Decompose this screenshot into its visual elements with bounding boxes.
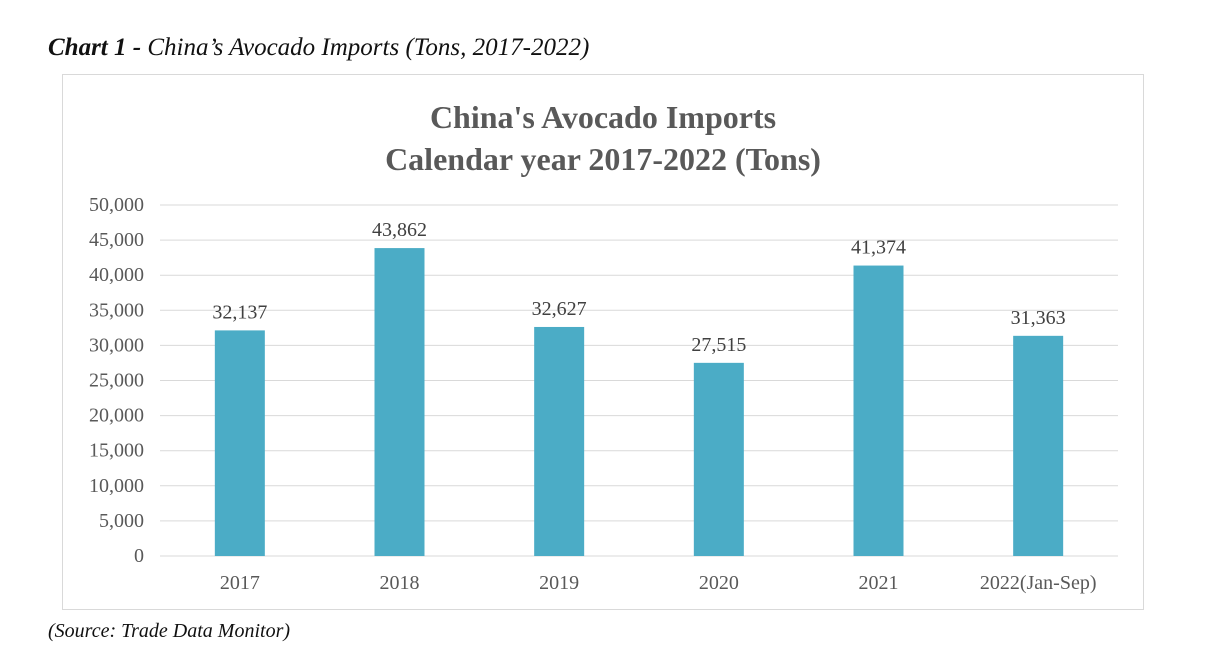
x-tick-label: 2020 (699, 572, 739, 594)
chart-frame: China's Avocado Imports Calendar year 20… (62, 74, 1144, 610)
bar (374, 248, 425, 557)
chart-title-line-1: China's Avocado Imports (429, 99, 777, 135)
data-label: 32,137 (212, 301, 267, 323)
bar (693, 362, 744, 556)
data-label: 41,374 (851, 237, 906, 259)
bar (1013, 335, 1064, 556)
data-label: 31,363 (1011, 307, 1066, 329)
x-tick-label: 2019 (539, 572, 579, 594)
data-label: 32,627 (532, 298, 587, 320)
figure-caption: Chart 1 - China’s Avocado Imports (Tons,… (48, 34, 589, 62)
y-tick-label: 5,000 (99, 510, 144, 532)
y-tick-label: 40,000 (89, 264, 144, 286)
y-tick-label: 15,000 (89, 440, 144, 462)
bar (853, 265, 904, 556)
x-tick-label: 2017 (220, 572, 260, 594)
data-label: 43,862 (372, 219, 427, 241)
y-tick-label: 30,000 (89, 334, 144, 356)
bar (214, 330, 265, 556)
y-tick-label: 10,000 (89, 475, 144, 497)
x-tick-label: 2021 (859, 572, 899, 594)
y-tick-label: 45,000 (89, 229, 144, 251)
data-label: 27,515 (691, 334, 746, 356)
y-tick-label: 25,000 (89, 370, 144, 392)
bar-chart-plot: 0 5,000 10,000 15,000 20,000 25,000 30,000 35,0… (89, 194, 1118, 594)
chart-title-line-2: Calendar year 2017-2022 (Tons) (385, 141, 821, 177)
y-tick-label: 35,000 (89, 299, 144, 321)
caption-label: Chart 1 - (48, 34, 142, 61)
y-tick-label: 20,000 (89, 405, 144, 427)
x-tick-label: 2022(Jan-Sep) (980, 572, 1097, 594)
source-note: (Source: Trade Data Monitor) (48, 620, 291, 642)
y-tick-label: 50,000 (89, 194, 144, 216)
x-tick-label: 2018 (380, 572, 420, 594)
y-tick-label: 0 (134, 545, 144, 567)
caption-text: China’s Avocado Imports (Tons, 2017-2022… (147, 34, 590, 61)
bar (534, 326, 585, 556)
